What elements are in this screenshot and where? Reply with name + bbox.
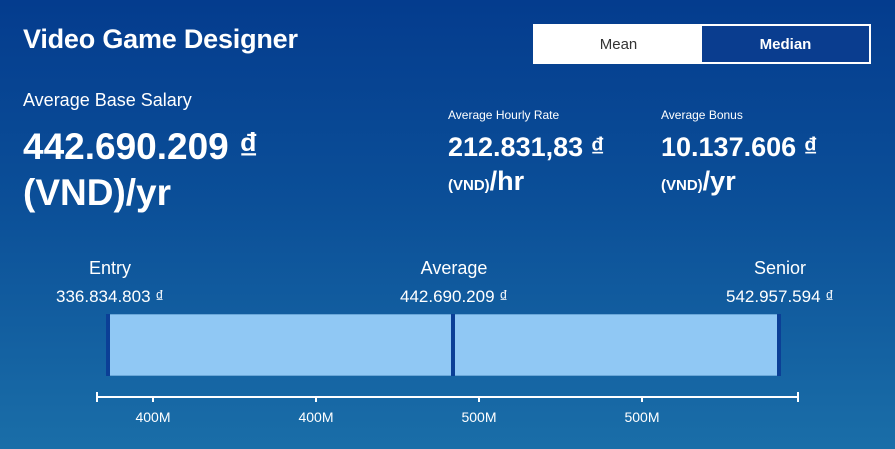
base-salary-amount: 442.690.209 ₫ — [23, 126, 259, 167]
axis-tick — [478, 396, 480, 402]
axis-tick-label: 400M — [135, 409, 171, 425]
bonus-label: Average Bonus — [661, 108, 743, 122]
base-salary-label: Average Base Salary — [23, 90, 192, 110]
median-button[interactable]: Median — [702, 26, 869, 62]
entry-marker — [106, 314, 110, 376]
senior-label: Senior — [753, 258, 807, 278]
entry-value: 336.834.803 ₫ — [56, 287, 164, 306]
hourly-rate-period: /hr — [489, 166, 525, 196]
axis-tick — [152, 396, 154, 402]
base-salary-unit: (VND)/yr — [23, 172, 172, 213]
average-label: Average — [420, 258, 488, 278]
axis-tick — [641, 396, 643, 402]
hourly-rate-label: Average Hourly Rate — [448, 108, 560, 122]
senior-marker — [777, 314, 781, 376]
hourly-rate-amount: 212.831,83 ₫ — [448, 132, 605, 162]
axis-tick-label: 500M — [461, 409, 497, 425]
salary-range-bar — [106, 314, 781, 376]
bonus-currency: (VND) — [661, 177, 703, 194]
hourly-rate-currency: (VND) — [448, 177, 490, 194]
average-marker — [451, 314, 455, 376]
hourly-rate-value: 212.831,83 ₫ (VND)/hr — [448, 130, 605, 203]
entry-label: Entry — [88, 258, 131, 278]
axis-tick — [315, 396, 317, 402]
base-salary-value: 442.690.209 ₫ (VND)/yr — [23, 124, 403, 216]
bonus-period: /yr — [702, 166, 736, 196]
axis-end-tick — [797, 392, 799, 402]
mean-button[interactable]: Mean — [535, 26, 702, 62]
page-title: Video Game Designer — [23, 24, 298, 54]
salary-axis — [96, 396, 799, 398]
axis-end-tick — [96, 392, 98, 402]
senior-value: 542.957.594 ₫ — [726, 287, 834, 306]
axis-tick-label: 500M — [624, 409, 660, 425]
average-value: 442.690.209 ₫ — [400, 287, 508, 306]
axis-tick-label: 400M — [298, 409, 334, 425]
mean-median-toggle: Mean Median — [533, 24, 871, 64]
bonus-value: 10.137.606 ₫ (VND)/yr — [661, 130, 818, 203]
bonus-amount: 10.137.606 ₫ — [661, 132, 818, 162]
